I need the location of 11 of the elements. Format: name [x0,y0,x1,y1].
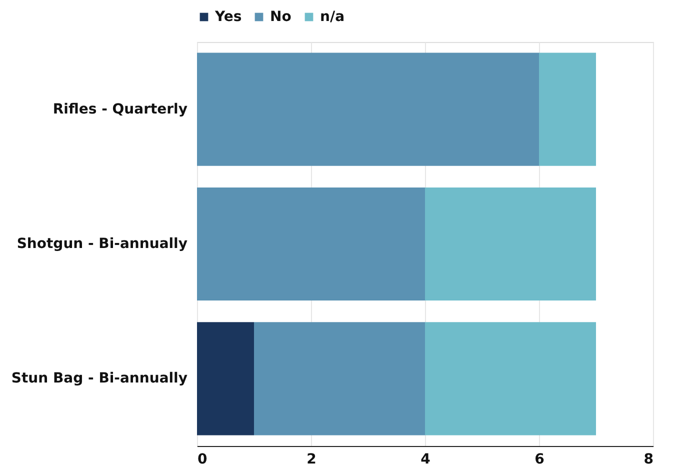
legend-label: n/a [320,9,345,25]
x-tick-label: 2 [306,452,316,468]
y-tick-label: Shotgun - Bi-annually [16,236,188,252]
x-tick-label: 6 [534,452,544,468]
y-tick-label: Stun Bag - Bi-annually [11,370,188,387]
x-tick-label: 0 [198,452,208,468]
legend-label: No [270,9,292,25]
legend-label: Yes [214,9,242,25]
x-tick-label: 4 [420,452,431,468]
x-tick-label: 8 [644,452,654,468]
y-tick-label: Rifles - Quarterly [52,101,188,118]
